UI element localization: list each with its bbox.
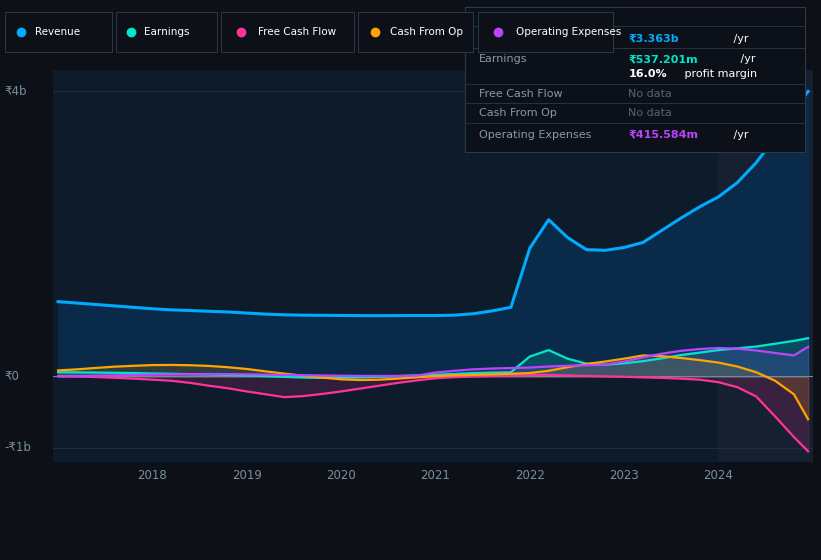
Text: No data: No data xyxy=(628,108,672,118)
Text: Earnings: Earnings xyxy=(479,54,527,64)
Text: Cash From Op: Cash From Op xyxy=(479,108,557,118)
Text: No data: No data xyxy=(628,89,672,99)
Text: Free Cash Flow: Free Cash Flow xyxy=(479,89,562,99)
Text: Operating Expenses: Operating Expenses xyxy=(516,27,621,37)
Text: Dec 31 2024: Dec 31 2024 xyxy=(479,15,556,25)
Text: ₹537.201m: ₹537.201m xyxy=(628,54,698,64)
Text: Cash From Op: Cash From Op xyxy=(390,27,463,37)
Text: Operating Expenses: Operating Expenses xyxy=(479,129,591,139)
Text: ₹415.584m: ₹415.584m xyxy=(628,129,698,139)
Text: Free Cash Flow: Free Cash Flow xyxy=(259,27,337,37)
Text: ₹4b: ₹4b xyxy=(4,85,26,98)
Text: ₹0: ₹0 xyxy=(4,370,19,383)
Text: Revenue: Revenue xyxy=(35,27,80,37)
Text: Earnings: Earnings xyxy=(144,27,190,37)
Text: ₹3.363b: ₹3.363b xyxy=(628,34,679,44)
Text: /yr: /yr xyxy=(737,54,755,64)
Text: /yr: /yr xyxy=(730,34,749,44)
Text: 16.0%: 16.0% xyxy=(628,69,667,79)
Text: -₹1b: -₹1b xyxy=(4,441,31,454)
Text: Revenue: Revenue xyxy=(479,34,527,44)
Bar xyxy=(718,70,818,462)
Text: /yr: /yr xyxy=(730,129,749,139)
Text: profit margin: profit margin xyxy=(681,69,757,79)
